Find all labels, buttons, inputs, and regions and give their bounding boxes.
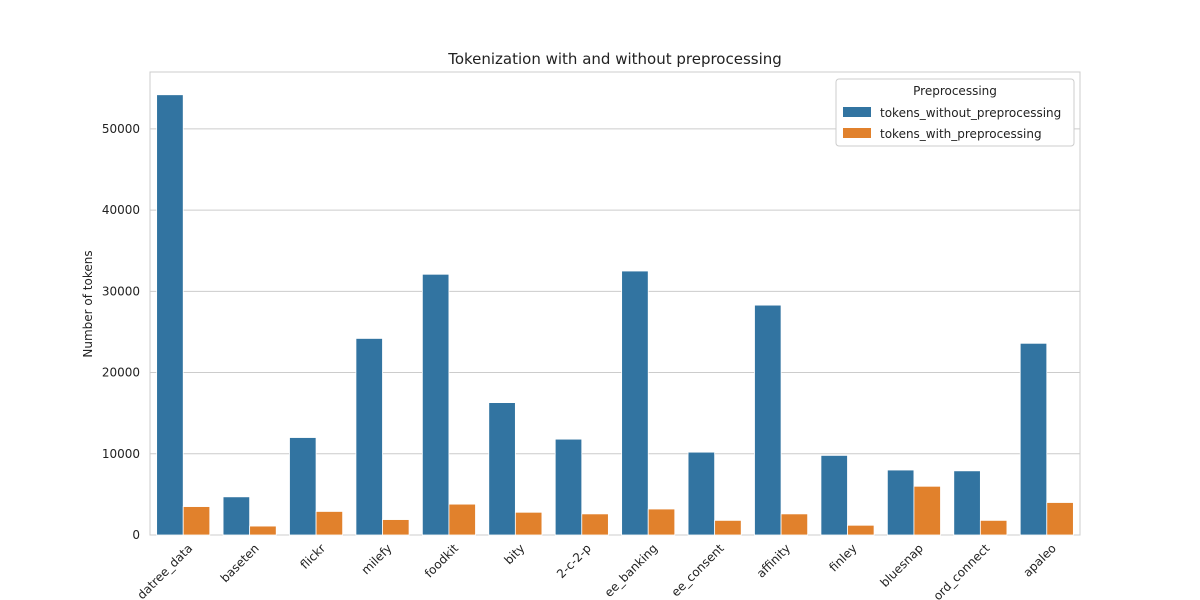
bar-0-2 xyxy=(289,437,317,536)
bar-0-0 xyxy=(156,94,184,536)
bar-0-7 xyxy=(621,270,649,536)
bar-0-11 xyxy=(886,469,915,536)
x-tick-label: 2-c-2-p xyxy=(554,541,594,581)
bar-1-7 xyxy=(647,508,676,536)
bar-1-12 xyxy=(979,519,1008,536)
y-axis: 0 10000 20000 30000 40000 50000 xyxy=(102,122,140,542)
bar-0-6 xyxy=(554,438,583,536)
y-tick-label: 10000 xyxy=(102,447,140,461)
y-tick-label: 0 xyxy=(132,528,140,542)
bar-0-12 xyxy=(953,470,981,536)
legend: Preprocessing tokens_without_preprocessi… xyxy=(835,78,1075,147)
y-tick-label: 50000 xyxy=(102,122,140,136)
legend-entry-0: tokens_without_preprocessing xyxy=(880,106,1061,120)
bar-1-13 xyxy=(1046,502,1074,536)
chart-title: Tokenization with and without preprocess… xyxy=(447,50,782,68)
bar-1-11 xyxy=(913,485,941,536)
y-tick-label: 40000 xyxy=(102,203,140,217)
x-tick-label: affinity xyxy=(754,541,793,580)
bar-0-10 xyxy=(820,454,848,536)
x-tick-label: baseten xyxy=(218,541,262,585)
bar-0-5 xyxy=(488,402,516,536)
legend-title: Preprocessing xyxy=(913,84,997,98)
bar-1-8 xyxy=(714,519,742,536)
bar-1-1 xyxy=(249,525,277,536)
y-tick-label: 20000 xyxy=(102,366,140,380)
bar-0-4 xyxy=(421,273,450,536)
x-tick-label: ord_connect xyxy=(931,541,993,600)
bar-0-9 xyxy=(754,304,782,536)
x-tick-label: flickr xyxy=(298,541,329,572)
x-tick-label: bity xyxy=(501,541,527,567)
legend-swatch-0 xyxy=(843,107,871,117)
x-tick-label: foodkit xyxy=(422,541,461,580)
bar-1-6 xyxy=(581,513,609,536)
legend-swatch-1 xyxy=(843,128,871,138)
bar-1-2 xyxy=(315,511,344,536)
x-tick-label: apaleo xyxy=(1020,541,1058,579)
bar-0-8 xyxy=(687,451,716,536)
x-tick-label: milefy xyxy=(359,541,395,577)
bar-1-3 xyxy=(382,519,410,536)
bars xyxy=(156,94,1074,536)
x-tick-label: datree_data xyxy=(134,541,195,600)
bar-1-4 xyxy=(448,503,476,536)
x-tick-label: bluesnap xyxy=(877,541,926,590)
x-tick-label: ee_consent xyxy=(669,541,727,599)
bar-1-9 xyxy=(780,513,809,536)
bar-0-13 xyxy=(1019,342,1048,536)
bar-1-10 xyxy=(847,524,875,536)
legend-box xyxy=(835,78,1075,147)
x-tick-label: finley xyxy=(826,541,859,574)
bar-0-3 xyxy=(355,338,383,536)
x-tick-label: ee_banking xyxy=(602,541,661,600)
legend-entry-1: tokens_with_preprocessing xyxy=(880,127,1042,141)
y-tick-label: 30000 xyxy=(102,284,140,298)
y-axis-label: Number of tokens xyxy=(81,250,95,357)
bar-0-1 xyxy=(222,496,251,536)
bar-1-0 xyxy=(182,506,211,536)
bar-1-5 xyxy=(514,511,543,536)
x-axis: datree_data baseten flickr milefy foodkit bit… xyxy=(134,541,1058,600)
